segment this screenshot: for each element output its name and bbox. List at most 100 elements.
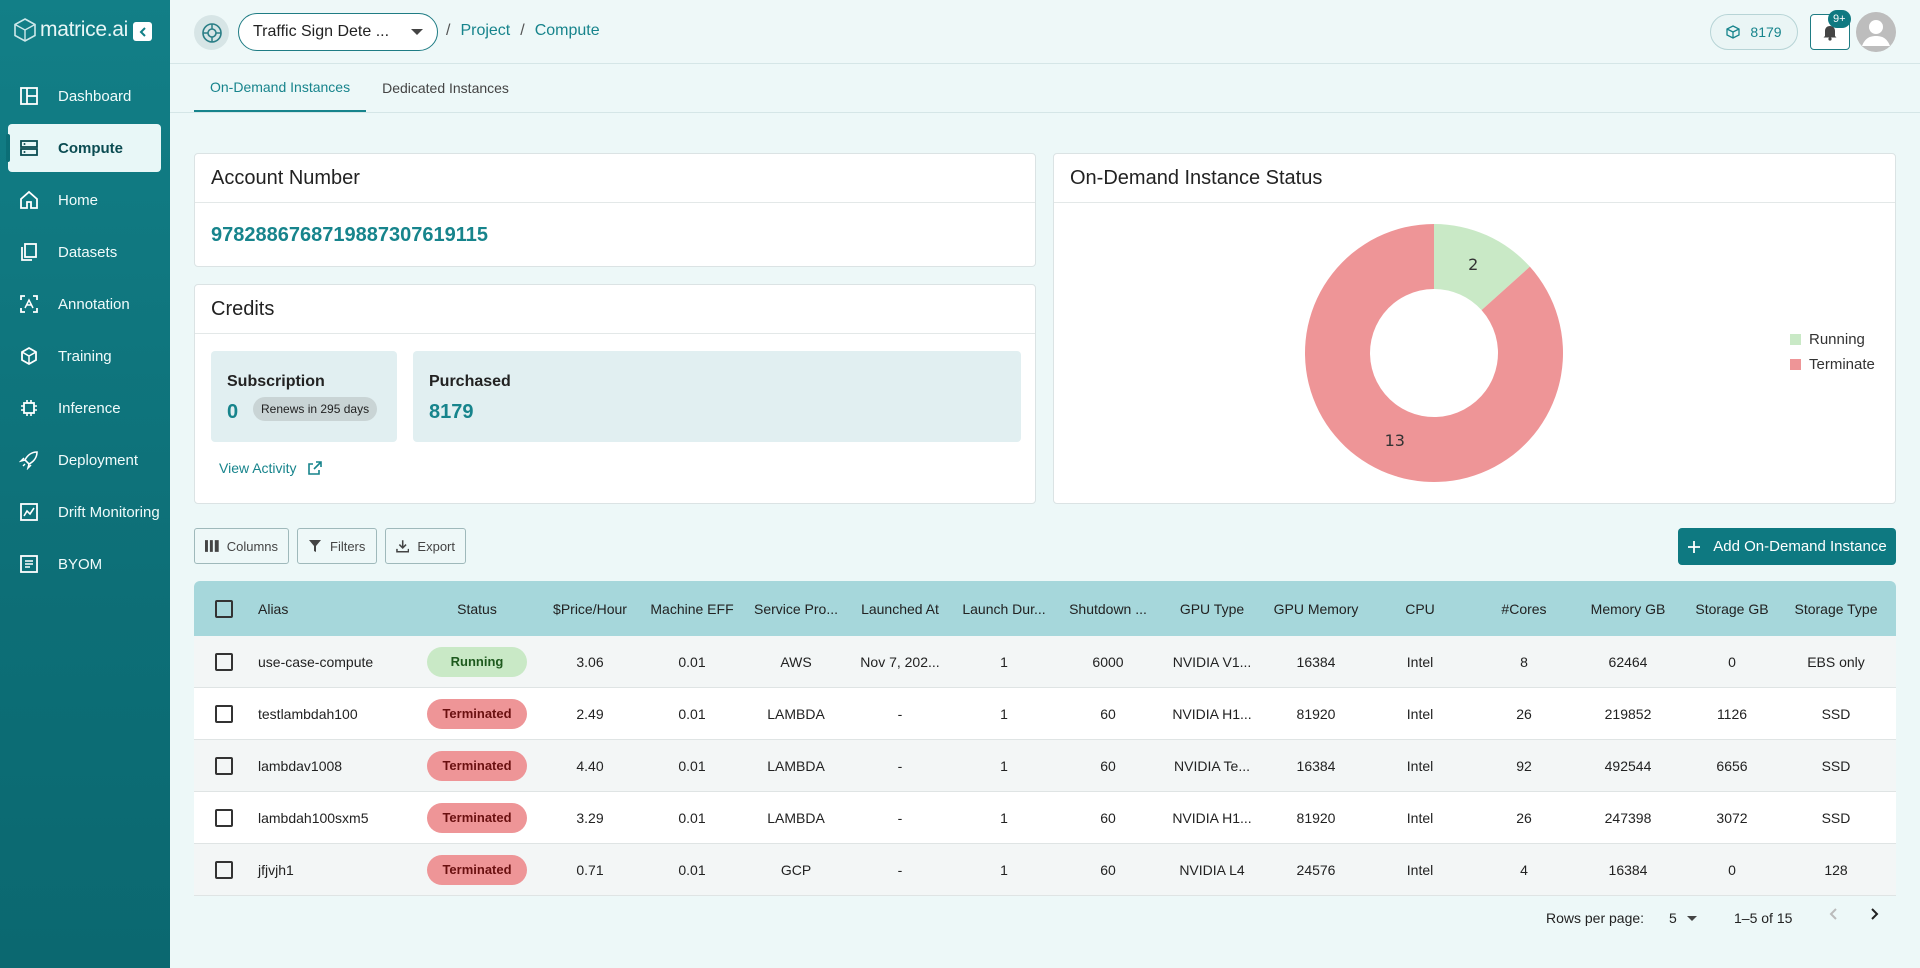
credits-card-title: Credits xyxy=(195,285,1035,334)
column-header-alias[interactable]: Alias xyxy=(258,600,289,617)
column-header-launched-at[interactable]: Launched At xyxy=(861,600,939,617)
machine-eff-cell: 0.01 xyxy=(678,757,706,774)
tab-dedicated-instances[interactable]: Dedicated Instances xyxy=(382,80,509,96)
status-cell: Terminated xyxy=(414,854,540,885)
storage-gb-cell: 1126 xyxy=(1716,705,1748,722)
add-on-demand-instance-button[interactable]: Add On-Demand Instance xyxy=(1678,528,1896,565)
prev-page-button[interactable] xyxy=(1826,906,1842,925)
price-per-hour-cell: 3.29 xyxy=(576,809,604,826)
gpu-type-cell: NVIDIA H1... xyxy=(1172,705,1252,722)
logo[interactable]: matrice.ai xyxy=(14,18,128,42)
column-header-status[interactable]: Status xyxy=(457,600,497,617)
row-checkbox[interactable] xyxy=(215,704,233,723)
shutdown-cell: 60 xyxy=(1100,809,1116,826)
sidebar-item-drift-monitoring[interactable]: Drift Monitoring xyxy=(8,488,161,536)
project-select[interactable]: Traffic Sign Dete ... xyxy=(238,13,438,51)
datasets-icon xyxy=(18,241,40,263)
column-header-launch-duration[interactable]: Launch Dur... xyxy=(962,600,1046,617)
sidebar-item-training[interactable]: Training xyxy=(8,332,161,380)
row-checkbox[interactable] xyxy=(215,860,233,879)
column-header-machine-eff[interactable]: Machine EFF xyxy=(650,600,734,617)
machine-eff-cell: 0.01 xyxy=(678,861,706,878)
pie-label-terminate: 13 xyxy=(1385,431,1405,450)
instance-status-card: On-Demand Instance Status 2 13 Running Te… xyxy=(1053,153,1896,504)
table-row[interactable]: lambdav1008 Terminated 4.40 0.01 LAMBDA - 1 60 N… xyxy=(194,740,1896,792)
project-icon[interactable] xyxy=(194,15,229,50)
notifications-badge: 9+ xyxy=(1828,10,1851,28)
storage-gb-cell: 3072 xyxy=(1716,809,1748,826)
column-header-shutdown[interactable]: Shutdown ... xyxy=(1069,600,1147,617)
avatar[interactable] xyxy=(1856,12,1896,52)
column-header-service-provider[interactable]: Service Pro... xyxy=(753,600,839,617)
view-activity-link[interactable]: View Activity xyxy=(219,460,323,476)
filters-button[interactable]: Filters xyxy=(297,528,377,564)
column-header-cpu[interactable]: CPU xyxy=(1405,600,1435,617)
sidebar-item-datasets[interactable]: Datasets xyxy=(8,228,161,276)
breadcrumb-compute[interactable]: Compute xyxy=(534,22,600,39)
status-cell: Terminated xyxy=(414,750,540,781)
table-row[interactable]: testlambdah100 Terminated 2.49 0.01 LAMBDA - 1… xyxy=(194,688,1896,740)
breadcrumb-project[interactable]: Project xyxy=(460,22,511,39)
sidebar-item-inference[interactable]: Inference xyxy=(8,384,161,432)
sidebar-item-compute[interactable]: Compute xyxy=(6,124,161,172)
pie-slice-running[interactable] xyxy=(1434,224,1530,311)
export-button[interactable]: Export xyxy=(385,528,466,564)
row-checkbox[interactable] xyxy=(215,756,233,775)
row-checkbox[interactable] xyxy=(215,652,233,671)
account-card-title: Account Number xyxy=(195,154,1035,203)
next-page-button[interactable] xyxy=(1866,906,1882,925)
memory-gb-cell: 492544 xyxy=(1604,757,1652,774)
breadcrumb: / Project / Compute xyxy=(446,22,600,40)
tab-on-demand-instances[interactable]: On-Demand Instances xyxy=(194,64,367,112)
sidebar-item-home[interactable]: Home xyxy=(8,176,161,224)
collapse-sidebar-button[interactable] xyxy=(133,22,152,41)
sidebar-item-annotation[interactable]: Annotation xyxy=(8,280,161,328)
cores-cell: 92 xyxy=(1516,757,1532,774)
sidebar-item-dashboard[interactable]: Dashboard xyxy=(8,72,161,120)
sidebar-item-label: Training xyxy=(58,347,112,365)
cores-cell: 26 xyxy=(1516,705,1532,722)
rows-per-page-select[interactable]: 5 xyxy=(1669,910,1697,926)
purchased-label: Purchased xyxy=(429,373,511,390)
logo-cube-icon xyxy=(14,18,36,42)
storage-type-cell: EBS only xyxy=(1807,653,1865,670)
memory-gb-cell: 247398 xyxy=(1604,809,1652,826)
table-row[interactable]: jfjvjh1 Terminated 0.71 0.01 GCP - 1 60 NVIDIA L… xyxy=(194,844,1896,896)
table-row[interactable]: use-case-compute Running 3.06 0.01 AWS Nov 7,… xyxy=(194,636,1896,688)
rows-per-page-label: Rows per page: xyxy=(1546,910,1645,926)
alias-cell: lambdav1008 xyxy=(258,757,343,774)
top-bar: Traffic Sign Dete ... / Project / Comput… xyxy=(170,0,1920,64)
table-row[interactable]: lambdah100sxm5 Terminated 3.29 0.01 LAMBDA - 1… xyxy=(194,792,1896,844)
column-header-storage-type[interactable]: Storage Type xyxy=(1794,600,1878,617)
dashboard-icon xyxy=(18,85,40,107)
sidebar-item-byom[interactable]: BYOM xyxy=(8,540,161,588)
launched-at-cell: - xyxy=(897,757,903,774)
legend-label-terminate: Terminate xyxy=(1809,356,1875,373)
pie-slice-terminate[interactable] xyxy=(1305,224,1563,482)
column-header-gpu-type[interactable]: GPU Type xyxy=(1179,600,1245,617)
sidebar-item-deployment[interactable]: Deployment xyxy=(8,436,161,484)
drift-icon xyxy=(18,501,40,523)
column-header-gpu-memory[interactable]: GPU Memory xyxy=(1273,600,1359,617)
cube-icon xyxy=(1726,25,1741,39)
cpu-cell: Intel xyxy=(1406,757,1434,774)
column-header-cores[interactable]: #Cores xyxy=(1501,600,1547,617)
column-header-storage-gb[interactable]: Storage GB xyxy=(1695,600,1769,617)
cores-cell: 26 xyxy=(1516,809,1532,826)
row-checkbox[interactable] xyxy=(215,808,233,827)
select-all-checkbox[interactable] xyxy=(215,599,233,618)
columns-button[interactable]: Columns xyxy=(194,528,289,564)
alias-cell: use-case-compute xyxy=(258,653,374,670)
gpu-type-cell: NVIDIA Te... xyxy=(1174,757,1250,774)
column-header-price-per-hour[interactable]: $Price/Hour xyxy=(553,600,627,617)
legend-item-terminate[interactable]: Terminate xyxy=(1790,352,1875,377)
storage-type-cell: 128 xyxy=(1824,861,1848,878)
sidebar-item-label: Inference xyxy=(58,399,121,417)
column-header-memory-gb[interactable]: Memory GB xyxy=(1590,600,1666,617)
filter-icon xyxy=(309,540,321,552)
legend-item-running[interactable]: Running xyxy=(1790,327,1875,352)
gpu-memory-cell: 81920 xyxy=(1296,809,1336,826)
credits-pill[interactable]: 8179 xyxy=(1710,14,1798,50)
subscription-label: Subscription xyxy=(227,373,325,390)
price-per-hour-cell: 4.40 xyxy=(576,757,604,774)
